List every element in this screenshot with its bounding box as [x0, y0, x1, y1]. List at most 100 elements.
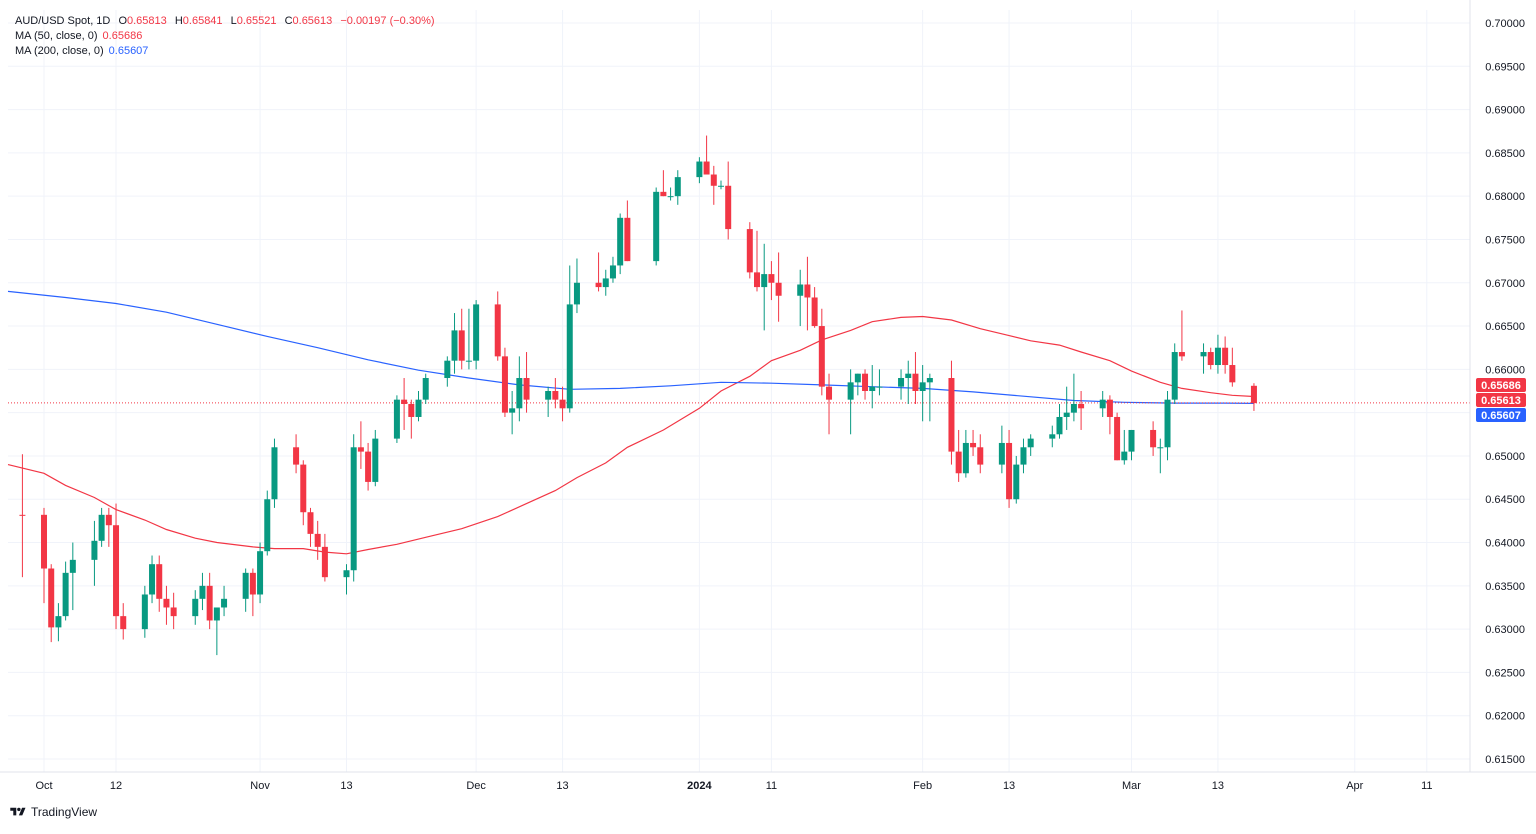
- x-tick-label: Mar: [1122, 780, 1141, 792]
- candle-body: [271, 447, 278, 500]
- candle-body: [55, 616, 62, 628]
- y-tick-label: 0.62500: [1485, 667, 1525, 679]
- candle: [494, 291, 501, 361]
- price-label-text: 0.65686: [1481, 380, 1521, 392]
- candle: [91, 520, 98, 586]
- candle: [761, 243, 768, 331]
- candle: [509, 391, 516, 435]
- candle: [768, 261, 775, 301]
- candle-body: [811, 297, 818, 327]
- candle: [1020, 438, 1027, 474]
- legend-ma200-row[interactable]: MA (200, close, 0) 0.65607: [15, 44, 435, 59]
- candle: [307, 507, 314, 547]
- candle-body: [206, 585, 213, 621]
- candle-body: [1013, 464, 1020, 500]
- tradingview-brand[interactable]: TradingView: [10, 805, 97, 819]
- candle-body: [674, 177, 681, 197]
- y-tick-label: 0.63000: [1485, 624, 1525, 636]
- candle-body: [199, 585, 206, 599]
- candle-body: [1128, 429, 1135, 452]
- candle: [1229, 347, 1236, 387]
- candle-body: [242, 572, 249, 599]
- candle-body: [1157, 447, 1164, 449]
- candle: [926, 373, 933, 422]
- candle: [948, 360, 955, 465]
- candle-body: [552, 391, 559, 400]
- ohlc-close-value: 0.65613: [292, 15, 333, 27]
- candle: [1164, 391, 1171, 461]
- candle: [1114, 412, 1121, 461]
- candle: [1070, 373, 1077, 422]
- candle-body: [192, 598, 199, 617]
- candle: [869, 365, 876, 409]
- price-label-bg: [1476, 407, 1526, 422]
- brand-name: TradingView: [31, 805, 98, 819]
- candle: [206, 572, 213, 630]
- candle-body: [948, 378, 955, 452]
- y-tick-label: 0.62000: [1485, 711, 1525, 723]
- candle: [393, 395, 400, 443]
- candle-body: [458, 330, 465, 361]
- candle-body: [609, 265, 616, 279]
- candle: [465, 308, 472, 370]
- price-label-text: 0.65613: [1481, 395, 1521, 407]
- candle: [660, 170, 667, 197]
- ma200-label[interactable]: MA (200, close, 0): [15, 45, 104, 57]
- candle: [609, 256, 616, 283]
- candle: [501, 347, 508, 417]
- candle: [573, 258, 580, 314]
- y-tick-label: 0.68500: [1485, 148, 1525, 160]
- candle-body: [1006, 442, 1013, 500]
- candle-body: [1222, 347, 1229, 366]
- candle: [1200, 343, 1207, 374]
- candle: [199, 572, 206, 611]
- candle-body: [754, 272, 761, 288]
- candle: [293, 434, 300, 474]
- candle: [746, 222, 753, 279]
- candle: [876, 369, 883, 396]
- candle-body: [249, 572, 256, 595]
- legend-ma50-row[interactable]: MA (50, close, 0) 0.65686: [15, 29, 435, 44]
- candle-body: [1106, 399, 1113, 417]
- candle: [775, 252, 782, 322]
- ohlc-close-key: C: [284, 15, 293, 27]
- candle-body: [710, 174, 717, 186]
- candle: [1063, 386, 1070, 430]
- candle-body: [768, 274, 775, 283]
- candle: [1121, 429, 1128, 465]
- price-labels: 0.65686 0.65613 0.65607: [1476, 377, 1526, 422]
- candle: [566, 265, 573, 413]
- candle-body: [509, 408, 516, 413]
- candle: [559, 386, 566, 422]
- candle: [98, 507, 105, 547]
- candle-body: [905, 373, 912, 379]
- y-tick-label: 0.61500: [1485, 754, 1525, 766]
- candle-body: [170, 607, 177, 617]
- candle: [847, 369, 854, 435]
- candle: [365, 442, 372, 491]
- candle-body: [876, 386, 883, 388]
- candle: [667, 187, 674, 201]
- candle: [725, 161, 732, 240]
- candle-body: [473, 304, 480, 361]
- candle-body: [898, 378, 905, 387]
- price-label-ma200: 0.65607: [1476, 407, 1526, 422]
- candle-body: [826, 386, 833, 400]
- x-tick-label: 13: [340, 780, 352, 792]
- legend-main-row[interactable]: AUD/USD Spot, 1D O0.65813 H0.65841 L0.65…: [15, 14, 435, 29]
- candle-body: [1099, 399, 1106, 409]
- ma50-label[interactable]: MA (50, close, 0): [15, 30, 98, 42]
- candle: [710, 165, 717, 205]
- symbol-label[interactable]: AUD/USD Spot, 1D: [15, 15, 111, 27]
- candle-body: [653, 191, 660, 262]
- price-label-last: 0.65613: [1476, 392, 1526, 407]
- candle: [912, 352, 919, 404]
- candle: [1027, 434, 1034, 456]
- y-tick-label: 0.69500: [1485, 61, 1525, 73]
- candle: [624, 200, 631, 262]
- chart-legend: AUD/USD Spot, 1D O0.65813 H0.65841 L0.65…: [15, 14, 435, 59]
- candle-body: [595, 282, 602, 288]
- x-tick-label: Feb: [913, 780, 932, 792]
